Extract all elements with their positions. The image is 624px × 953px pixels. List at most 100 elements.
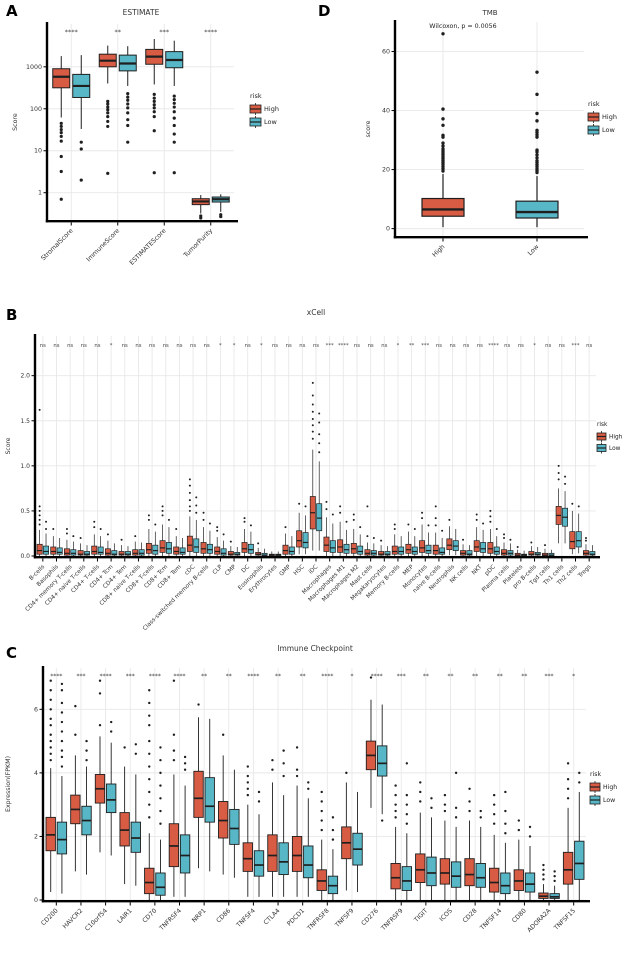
- box-body: [501, 549, 507, 556]
- outlier-dot: [106, 533, 109, 536]
- outlier-dot: [195, 511, 198, 514]
- outlier-dot: [106, 171, 110, 175]
- x-category-label: ICOS: [438, 907, 454, 923]
- x-category-label: TNFSF4: [235, 907, 257, 929]
- C-box-low-21: [574, 771, 585, 900]
- outlier-dot: [441, 133, 445, 138]
- outlier-dot: [246, 793, 250, 797]
- B-box-low-25: [384, 546, 391, 556]
- B-box-high-10: [173, 527, 180, 556]
- outlier-dot: [535, 135, 539, 139]
- outlier-dot: [199, 216, 203, 220]
- C-box-high-7: [218, 733, 229, 875]
- outlier-dot: [106, 115, 110, 119]
- outlier-dot: [535, 119, 539, 123]
- outlier-dot: [45, 527, 48, 530]
- B-box-low-29: [439, 529, 446, 556]
- outlier-dot: [394, 784, 397, 787]
- box-body: [106, 783, 117, 814]
- box-body: [145, 543, 152, 554]
- legend-item-high: High: [249, 103, 279, 115]
- outlier-dot: [475, 513, 478, 516]
- C-box-low-16: [450, 771, 462, 900]
- outlier-dot: [304, 505, 307, 508]
- box-body: [464, 858, 475, 887]
- B-box-low-11: [193, 496, 200, 556]
- B-box-high-35: [514, 545, 521, 557]
- significance-label: **: [521, 673, 527, 680]
- outlier-dot: [509, 538, 512, 541]
- B-box-high-31: [460, 538, 466, 556]
- outlier-dot: [311, 437, 314, 440]
- significance-label: ***: [76, 673, 85, 680]
- box-body: [186, 535, 193, 552]
- significance-label: **: [448, 673, 454, 680]
- box-body: [56, 821, 68, 855]
- B-box-low-12: [206, 522, 213, 556]
- legend-item-low: Low: [587, 124, 615, 136]
- box-body: [206, 543, 213, 554]
- outlier-dot: [441, 147, 445, 151]
- outlier-dot: [553, 879, 556, 883]
- significance-label: ns: [176, 343, 182, 349]
- box-body: [357, 545, 364, 555]
- outlier-dot: [49, 752, 52, 756]
- outlier-dot: [413, 527, 416, 530]
- outlier-dot: [584, 539, 587, 542]
- outlier-dot: [479, 816, 482, 819]
- outlier-dot: [152, 171, 156, 175]
- C-box-low-17: [475, 809, 486, 900]
- outlier-dot: [380, 819, 384, 822]
- significance-label: ns: [286, 343, 292, 349]
- outlier-dot: [216, 529, 219, 532]
- outlier-dot: [49, 679, 52, 682]
- B-box-high-39: [569, 502, 576, 555]
- outlier-dot: [492, 822, 496, 825]
- box-body: [466, 550, 473, 556]
- B-box-high-9: [159, 505, 166, 556]
- C-box-low-9: [278, 749, 289, 897]
- B-box-low-5: [111, 543, 118, 556]
- box-body: [242, 842, 253, 872]
- outlier-dot: [106, 108, 110, 112]
- box-body: [329, 540, 336, 553]
- B-box-high-7: [132, 535, 139, 556]
- outlier-dot: [59, 124, 63, 129]
- outlier-dot: [79, 147, 83, 151]
- significance-label: ns: [135, 343, 141, 349]
- outlier-dot: [59, 131, 63, 135]
- outlier-dot: [49, 717, 52, 721]
- B-box-high-22: [337, 505, 344, 556]
- x-category-label: TNFSF15: [552, 907, 577, 932]
- outlier-dot: [172, 140, 176, 144]
- box-body: [138, 549, 145, 556]
- A-box-low-3: [211, 194, 230, 219]
- outlier-dot: [60, 730, 64, 733]
- significance-label: ns: [149, 343, 155, 349]
- outlier-dot: [359, 526, 362, 529]
- legend-item-label: Low: [602, 126, 615, 134]
- outlier-dot: [159, 784, 162, 787]
- outlier-dot: [45, 520, 48, 523]
- significance-label: ****: [100, 673, 112, 680]
- outlier-dot: [183, 768, 187, 771]
- outlier-dot: [504, 832, 507, 835]
- significance-label: **: [226, 673, 232, 680]
- outlier-dot: [172, 132, 176, 136]
- C-box-high-14: [390, 784, 401, 900]
- box-body: [489, 867, 500, 893]
- panel-b: 0.0 0.5 1.0 1.5 2.0 B-cells Basophils CD4+ memo…: [0, 300, 624, 644]
- outlier-dot: [318, 433, 321, 436]
- outlier-dot: [60, 755, 64, 759]
- y-tick-label: 0: [386, 226, 390, 233]
- outlier-dot: [60, 739, 64, 743]
- B-box-low-14: [234, 546, 241, 556]
- C-box-high-15: [415, 781, 426, 900]
- outlier-dot: [421, 517, 424, 520]
- outlier-dot: [161, 514, 164, 517]
- outlier-dot: [152, 96, 156, 100]
- B-box-low-26: [398, 536, 405, 556]
- B-box-low-18: [288, 536, 295, 556]
- legend-item-label: High: [603, 784, 617, 791]
- outlier-dot: [59, 197, 63, 201]
